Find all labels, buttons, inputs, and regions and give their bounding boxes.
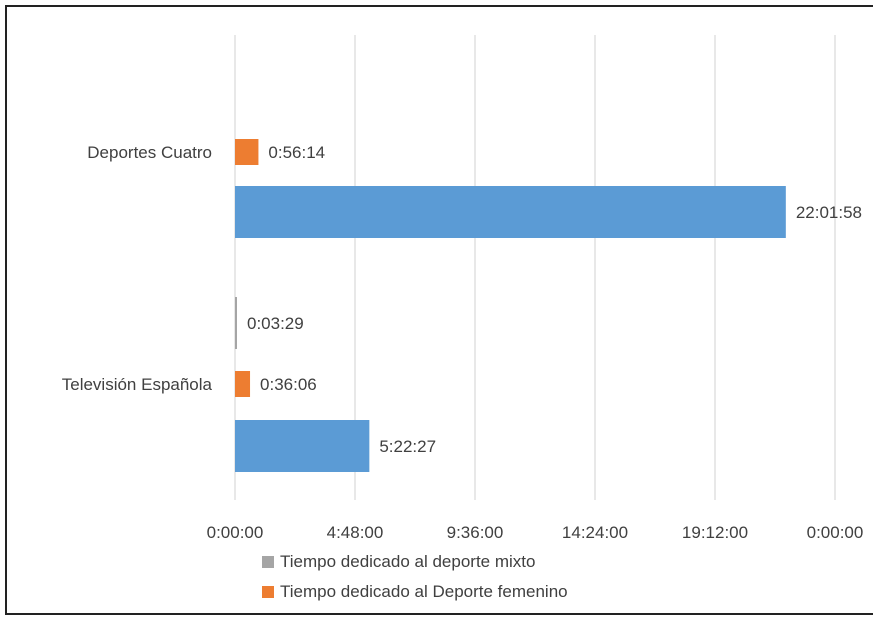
category-labels: Televisión Española Deportes Cuatro: [62, 143, 213, 394]
legend-swatch-femenino: [262, 586, 274, 598]
x-tick-label: 4:48:00: [327, 523, 384, 542]
category-label: Televisión Española: [62, 375, 213, 394]
data-label: 0:56:14: [268, 143, 325, 162]
data-label: 22:01:58: [796, 203, 862, 222]
data-label: 5:22:27: [379, 437, 436, 456]
data-label: 0:03:29: [247, 314, 304, 333]
gridlines: [234, 35, 836, 500]
legend: Tiempo dedicado al deporte mixto Tiempo …: [262, 547, 568, 607]
legend-item-mixto: Tiempo dedicado al deporte mixto: [262, 547, 568, 577]
bar-femenino: [235, 139, 259, 165]
x-tick-label: 19:12:00: [682, 523, 748, 542]
x-tick-label: 0:00:00: [207, 523, 264, 542]
legend-label-femenino: Tiempo dedicado al Deporte femenino: [280, 582, 568, 601]
legend-label-mixto: Tiempo dedicado al deporte mixto: [280, 552, 536, 571]
legend-swatch-mixto: [262, 556, 274, 568]
x-tick-label: 9:36:00: [447, 523, 504, 542]
bars: [235, 139, 786, 472]
data-label: 0:36:06: [260, 375, 317, 394]
bar-labels: 5:22:27 22:01:58 0:36:06 0:56:14 0:03:29: [247, 143, 862, 456]
x-axis-tick-labels: 0:00:00 4:48:00 9:36:00 14:24:00 19:12:00 0:0…: [207, 523, 864, 542]
bar-chart: 5:22:27 22:01:58 0:36:06 0:56:14 0:03:29 Tel…: [62, 35, 864, 542]
legend-item-femenino: Tiempo dedicado al Deporte femenino: [262, 577, 568, 607]
bar-total: [235, 186, 786, 238]
chart-frame: [5, 5, 873, 615]
bar-femenino: [235, 371, 251, 397]
x-tick-label: 14:24:00: [562, 523, 628, 542]
x-tick-label: 0:00:00: [807, 523, 864, 542]
category-label: Deportes Cuatro: [87, 143, 212, 162]
bar-total: [235, 420, 370, 472]
bar-mixto: [235, 297, 237, 349]
